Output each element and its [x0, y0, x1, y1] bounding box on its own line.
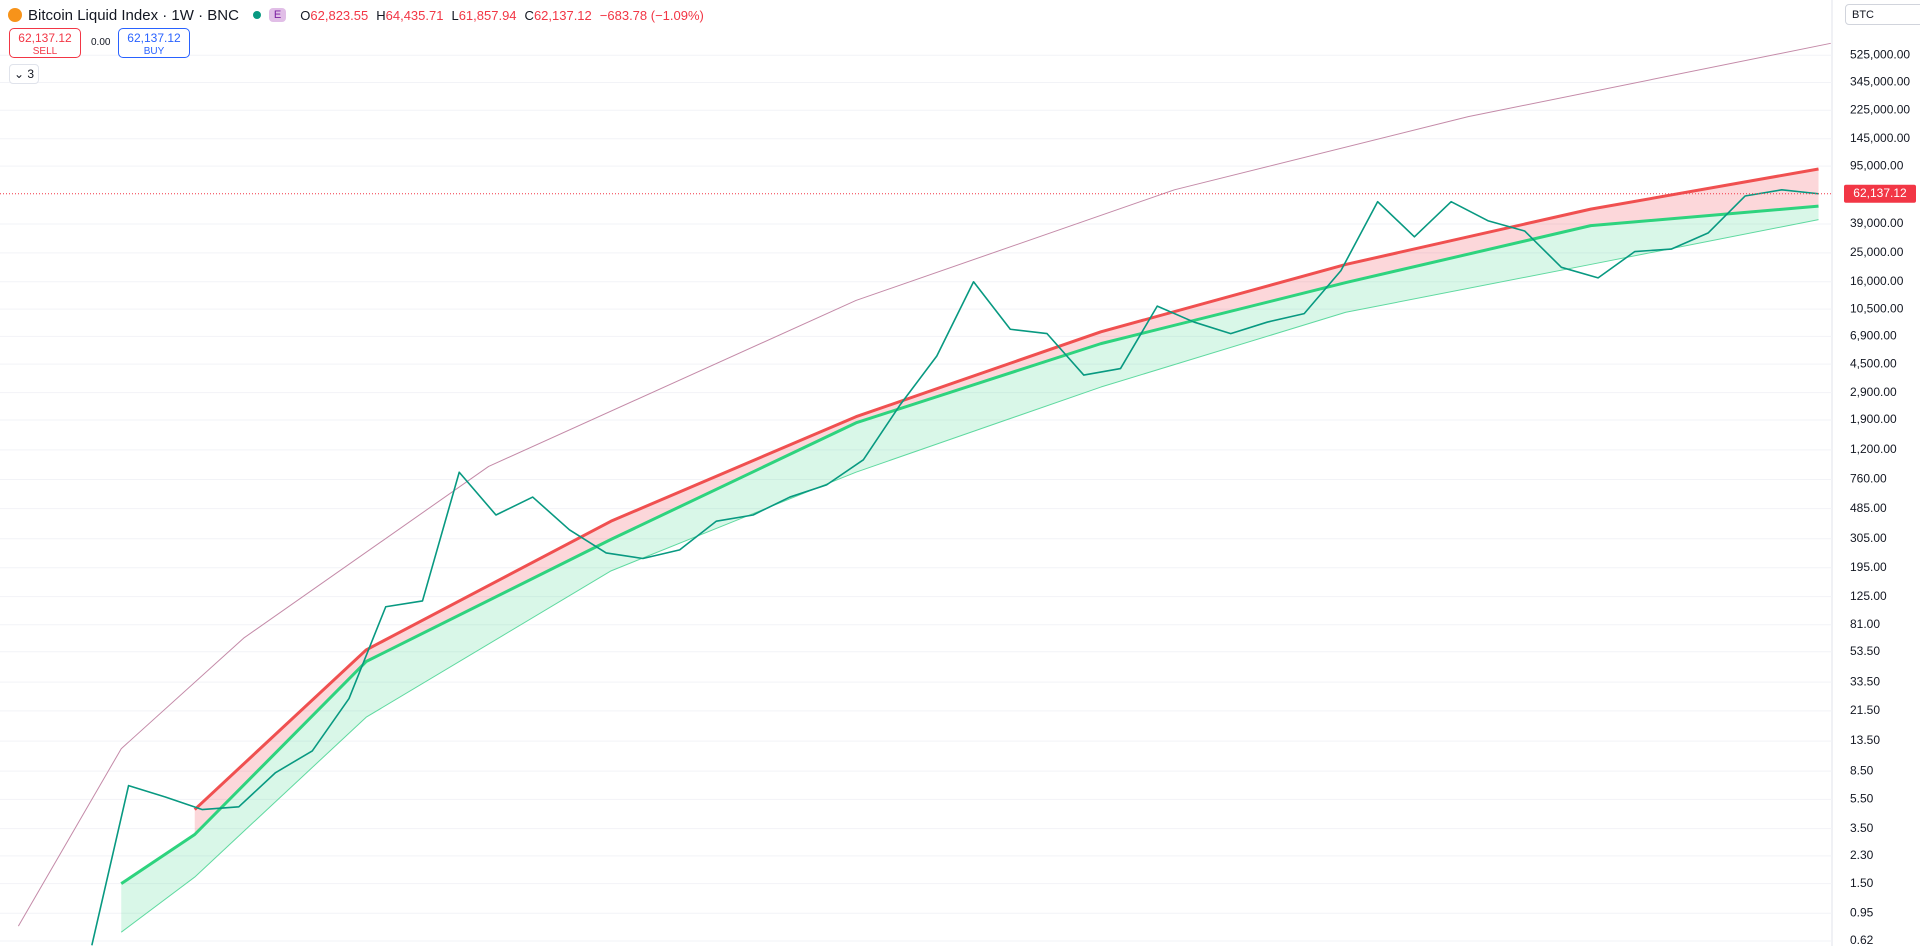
y-tick-label: 8.50 [1850, 763, 1874, 777]
band-line [120, 219, 1819, 933]
y-tick-label: 4,500.00 [1850, 356, 1897, 370]
y-tick-label: 1,900.00 [1850, 412, 1897, 426]
price-tag-label: 62,137.12 [1853, 186, 1907, 200]
ohlc-item: L61,857.94 [451, 8, 516, 23]
y-tick-label: 6,900.00 [1850, 329, 1897, 343]
indicators-toggle[interactable]: ⌄ 3 [9, 64, 39, 84]
price-line [91, 189, 1819, 946]
sell-button[interactable]: 62,137.12 SELL [9, 28, 81, 58]
y-tick-label: 1.50 [1850, 876, 1874, 890]
ohlc-value: 62,137.12 [533, 7, 592, 23]
buy-label: BUY [143, 46, 165, 57]
y-tick-label: 95,000.00 [1850, 158, 1904, 172]
y-tick-label: 3.50 [1850, 821, 1874, 835]
y-tick-label: 21.50 [1850, 703, 1880, 717]
ohlc-key: O [300, 7, 311, 23]
y-tick-label: 5.50 [1850, 792, 1874, 806]
y-tick-label: 2,900.00 [1850, 385, 1897, 399]
y-tick-label: 195.00 [1850, 560, 1887, 574]
y-tick-label: 145,000.00 [1850, 131, 1910, 145]
symbol-select[interactable]: BTC [1845, 4, 1920, 25]
ohlc-value: 62,823.55 [310, 7, 369, 23]
band-line [120, 204, 1819, 885]
band-line [17, 42, 1831, 927]
spread: 0.00 [91, 37, 111, 48]
sell-label: SELL [32, 46, 58, 57]
y-tick-label: 39,000.00 [1850, 216, 1904, 230]
ohlc: O62,823.55 H64,435.71 L61,857.94 C62,137… [300, 8, 704, 23]
y-tick-label: 760.00 [1850, 472, 1887, 486]
y-tick-label: 2.30 [1850, 848, 1874, 862]
ohlc-key: C [524, 7, 534, 23]
ohlc-key: L [451, 7, 459, 23]
y-tick-label: 0.62 [1850, 933, 1874, 946]
symbol-icon [8, 8, 22, 22]
band-fill [121, 206, 1819, 933]
buy-button[interactable]: 62,137.12 BUY [118, 28, 190, 58]
y-tick-label: 33.50 [1850, 674, 1880, 688]
y-tick-label: 305.00 [1850, 531, 1887, 545]
y-tick-label: 13.50 [1850, 733, 1880, 747]
band-line [193, 167, 1819, 811]
change: −683.78 (−1.09%) [599, 7, 704, 23]
y-tick-label: 345,000.00 [1850, 75, 1910, 89]
y-tick-label: 225,000.00 [1850, 102, 1910, 116]
y-tick-label: 16,000.00 [1850, 274, 1904, 288]
ohlc-item: O62,823.55 [300, 8, 368, 23]
y-tick-label: 53.50 [1850, 644, 1880, 658]
ohlc-value: 64,435.71 [385, 7, 444, 23]
y-tick-label: 125.00 [1850, 589, 1887, 603]
header: Bitcoin Liquid Index · 1W · BNC E O62,82… [8, 5, 704, 25]
exchange-badge: E [268, 8, 287, 22]
ohlc-key: H [376, 7, 386, 23]
price-tag [1844, 184, 1916, 203]
status-dot [252, 11, 261, 19]
ohlc-value: 61,857.94 [458, 7, 517, 23]
y-tick-label: 525,000.00 [1850, 47, 1910, 61]
symbol-title[interactable]: Bitcoin Liquid Index · 1W · BNC [28, 6, 239, 24]
y-tick-label: 25,000.00 [1850, 245, 1904, 259]
y-tick-label: 1,200.00 [1850, 442, 1897, 456]
y-tick-label: 81.00 [1850, 617, 1880, 631]
y-tick-label: 0.95 [1850, 905, 1874, 919]
indicators-count: 3 [27, 67, 35, 81]
y-tick-label: 485.00 [1850, 501, 1887, 515]
y-tick-label: 10,500.00 [1850, 301, 1904, 315]
ohlc-item: H64,435.71 [376, 8, 443, 23]
ohlc-item: C62,137.12 [525, 8, 592, 23]
sell-price: 62,137.12 [18, 31, 72, 45]
buy-price: 62,137.12 [127, 31, 181, 45]
